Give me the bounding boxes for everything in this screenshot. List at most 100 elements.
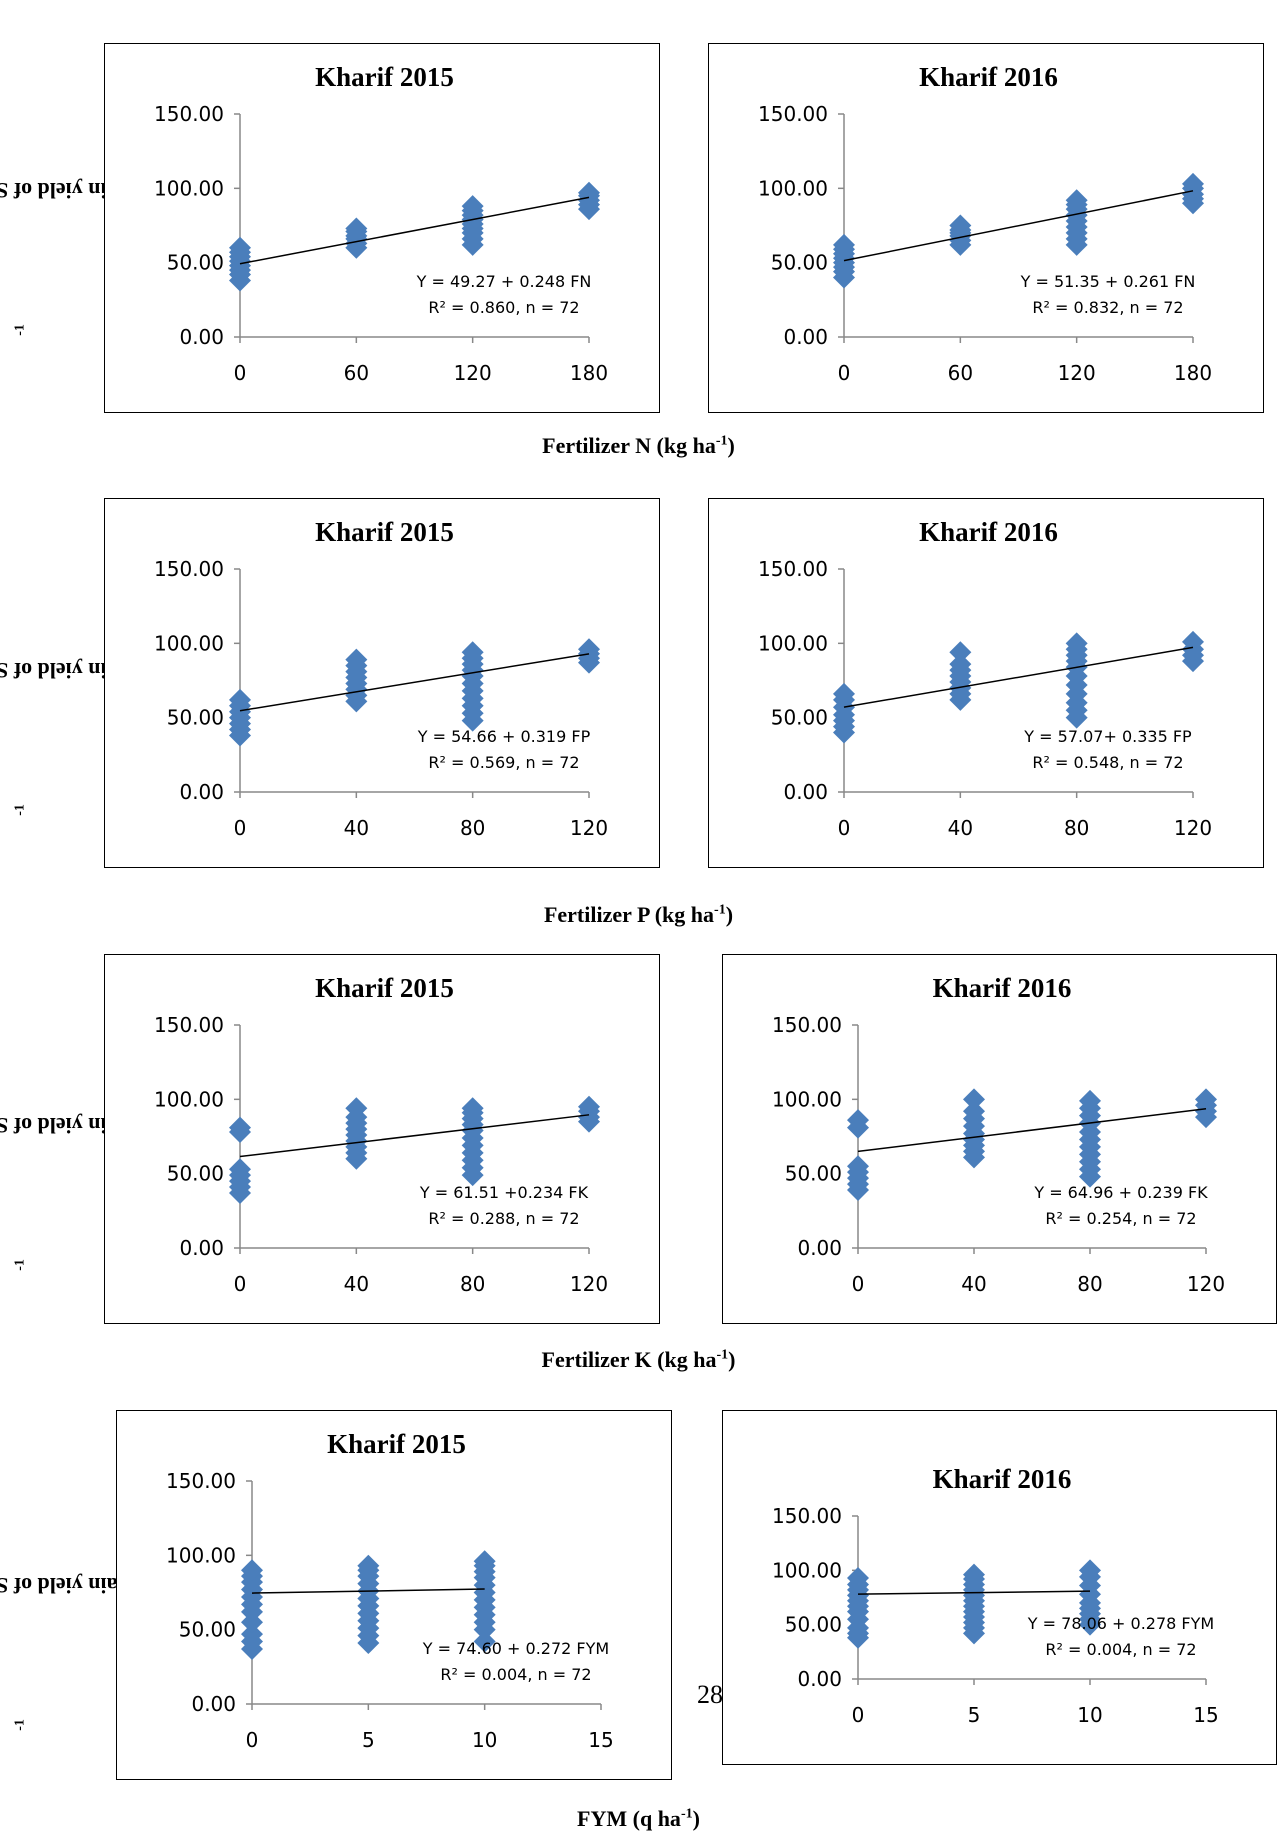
x-tick-label: 120: [1058, 361, 1096, 385]
chart-title: Kharif 2015: [315, 973, 454, 1003]
y-tick-label: 0.00: [783, 780, 828, 804]
x-tick-label: 180: [1174, 361, 1212, 385]
data-point: [345, 1097, 368, 1120]
x-tick-label: 0: [838, 361, 851, 385]
data-point: [241, 1623, 263, 1646]
y-tick-label: 0.00: [179, 780, 224, 804]
x-axis-label-k: Fertilizer K (kg ha-1): [541, 1347, 736, 1372]
x-tick-label: 0: [852, 1272, 865, 1296]
chart-panel: Kharif 2016 0.00 50.00 100.00 150.00 0 60 120 18…: [708, 43, 1264, 413]
data-point: [1182, 172, 1204, 195]
chart-panel: Kharif 2015 0.00 50.00 100.00 150.00 0 40 80 120…: [104, 954, 660, 1324]
data-point: [578, 1095, 600, 1118]
y-tick-label: 150.00: [154, 102, 224, 126]
data-point: [473, 1550, 496, 1573]
x-tick-label: 40: [344, 816, 369, 840]
regression-equation: Y = 57.07+ 0.335 FP: [1023, 727, 1192, 746]
y-tick-label: 50.00: [167, 706, 224, 730]
y-axis-label-row3: Grain yield of SRI rice in (q ha-1): [0, 1113, 197, 1271]
data-point: [229, 1116, 251, 1139]
data-point: [229, 688, 251, 711]
trend-line: [239, 653, 590, 712]
x-tick-label: 5: [362, 1728, 375, 1752]
chart-panel: Kharif 2016 0.00 50.00 100.00 150.00 0 40 80 120…: [722, 954, 1277, 1324]
data-point: [461, 641, 484, 664]
y-tick-label: 100.00: [772, 1087, 842, 1111]
data-point: [833, 233, 855, 256]
x-tick-label: 0: [838, 816, 851, 840]
data-point: [1079, 1559, 1101, 1582]
x-tick-label: 10: [1077, 1703, 1102, 1727]
x-tick-label: 60: [948, 361, 973, 385]
x-tick-label: 40: [344, 1272, 369, 1296]
y-tick-label: 0.00: [783, 325, 828, 349]
x-tick-label: 120: [1174, 816, 1212, 840]
y-tick-label: 0.00: [191, 1692, 236, 1716]
y-tick-label: 100.00: [154, 176, 224, 200]
y-tick-label: 100.00: [166, 1543, 236, 1567]
r-squared: R² = 0.004, n = 72: [1045, 1640, 1196, 1659]
data-point: [1195, 1088, 1217, 1111]
chart-svg: Kharif 2015 0.00 50.00 100.00 150.00 0 60 120 18…: [154, 62, 608, 385]
chart-panel: Kharif 2015 0.00 50.00 100.00 150.00 0 60 120 18…: [104, 43, 660, 413]
x-tick-label: 80: [1077, 1272, 1102, 1296]
y-tick-label: 100.00: [758, 631, 828, 655]
data-point: [241, 1559, 263, 1582]
x-tick-label: 40: [961, 1272, 986, 1296]
chart-svg: Kharif 2015 0.00 50.00 100.00 150.00 0 5 10 15 Y …: [166, 1429, 614, 1752]
y-tick-label: 50.00: [179, 1618, 236, 1642]
regression-equation: Y = 49.27 + 0.248 FN: [416, 272, 592, 291]
r-squared: R² = 0.004, n = 72: [440, 1665, 591, 1684]
x-tick-label: 0: [246, 1728, 259, 1752]
x-tick-label: 80: [460, 816, 485, 840]
x-tick-label: 180: [570, 361, 608, 385]
r-squared: R² = 0.860, n = 72: [428, 298, 579, 317]
r-squared: R² = 0.548, n = 72: [1032, 753, 1183, 772]
y-tick-label: 150.00: [772, 1013, 842, 1037]
data-point: [578, 638, 600, 661]
x-tick-label: 15: [1193, 1703, 1218, 1727]
y-tick-label: 0.00: [179, 1236, 224, 1260]
x-axis-label-p: Fertilizer P (kg ha-1): [543, 902, 734, 927]
x-axis-label-n: Fertilizer N (kg ha-1): [542, 433, 735, 458]
data-point: [847, 1566, 869, 1589]
chart-title: Kharif 2015: [315, 517, 454, 547]
x-tick-label: 120: [454, 361, 492, 385]
chart-panel: Kharif 2016 0.00 50.00 100.00 150.00 0 40 80 120…: [708, 498, 1264, 868]
data-point: [229, 1158, 251, 1181]
y-tick-label: 0.00: [179, 325, 224, 349]
chart-svg: Kharif 2016 0.00 50.00 100.00 150.00 0 40 80 120…: [772, 973, 1225, 1296]
x-tick-label: 0: [852, 1703, 865, 1727]
chart-svg: Kharif 2016 0.00 50.00 100.00 150.00 0 5 10 15 Y …: [772, 1464, 1219, 1727]
data-point: [963, 1100, 985, 1123]
x-tick-label: 5: [968, 1703, 981, 1727]
x-tick-label: 40: [948, 816, 973, 840]
y-tick-label: 100.00: [154, 631, 224, 655]
chart-svg: Kharif 2015 0.00 50.00 100.00 150.00 0 40 80 120…: [154, 973, 608, 1296]
y-tick-label: 150.00: [154, 557, 224, 581]
regression-equation: Y = 78.06 + 0.278 FYM: [1027, 1614, 1214, 1633]
data-point: [473, 1630, 496, 1653]
data-point: [461, 1097, 484, 1120]
page-number: 28: [697, 1680, 723, 1709]
y-tick-label: 100.00: [154, 1087, 224, 1111]
chart-title: Kharif 2016: [919, 62, 1058, 92]
y-tick-label: 100.00: [772, 1558, 842, 1582]
chart-svg: Kharif 2016 0.00 50.00 100.00 150.00 0 40 80 120…: [758, 517, 1212, 840]
trend-line: [857, 1590, 1091, 1595]
y-tick-label: 50.00: [771, 251, 828, 275]
chart-svg: Kharif 2015 0.00 50.00 100.00 150.00 0 40 80 120…: [154, 517, 608, 840]
y-tick-label: 150.00: [772, 1504, 842, 1528]
r-squared: R² = 0.832, n = 72: [1032, 298, 1183, 317]
y-axis-label-row2: Grain yield of SRI rice in (q ha-1): [0, 658, 197, 816]
data-point: [963, 1088, 985, 1111]
trend-line: [239, 1114, 590, 1158]
trend-line: [251, 1588, 485, 1594]
data-point: [1065, 632, 1088, 655]
y-tick-label: 0.00: [797, 1667, 842, 1691]
chart-title: Kharif 2016: [919, 517, 1058, 547]
x-tick-label: 120: [570, 816, 608, 840]
data-point: [461, 195, 484, 218]
trend-line: [843, 190, 1194, 262]
r-squared: R² = 0.288, n = 72: [428, 1209, 579, 1228]
